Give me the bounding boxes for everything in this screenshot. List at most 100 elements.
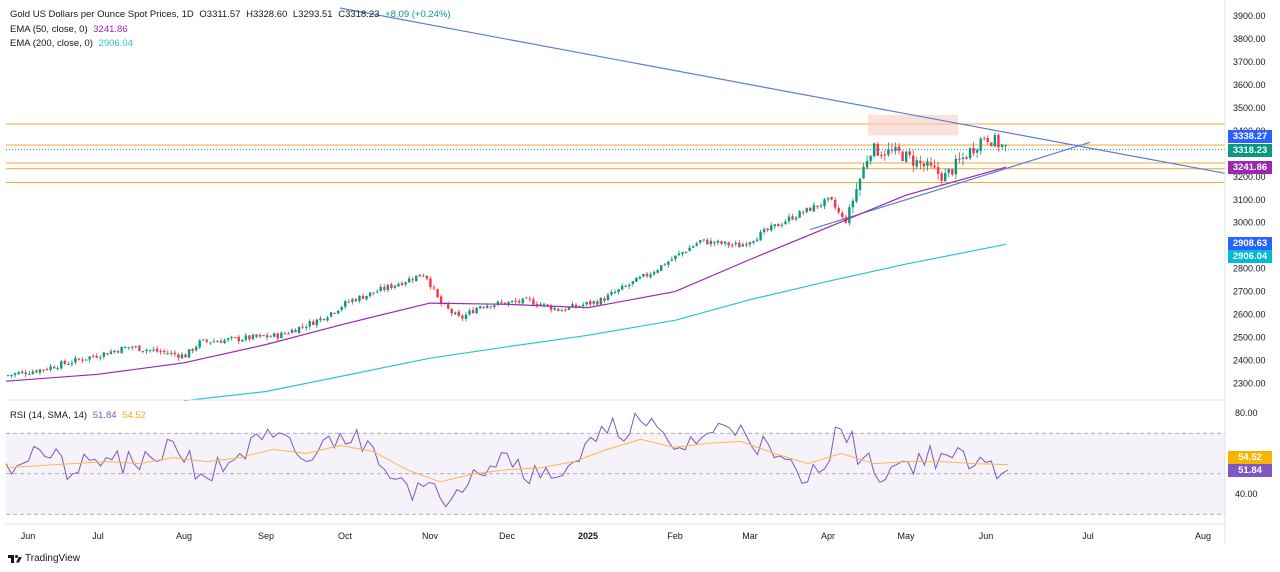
candle-body [194,346,198,351]
tradingview-brand[interactable]: TradingView [8,553,80,564]
candle-body [986,138,989,142]
candle-body [624,285,627,287]
candle-body [88,356,91,360]
candle-body [933,165,936,168]
candle-body [482,306,485,308]
price-tick-label: 3000.00 [1233,218,1266,228]
candle-body [787,216,791,222]
candle-body [887,149,890,156]
candle-body [297,326,301,333]
candle-body [897,146,901,151]
price-tick-label: 3600.00 [1233,80,1266,90]
candle-body [333,312,336,314]
candle-body [173,352,177,355]
candle-body [358,295,361,301]
candle-body [493,305,496,308]
candle-body [990,142,993,147]
candle-body [422,275,425,277]
change-value: +8.09 (+0.24%) [385,9,451,20]
candle-body [890,149,894,151]
candle-body [688,247,691,252]
candle-body [38,369,42,373]
candle-body [131,346,134,348]
candle-body [873,143,876,157]
candle-body [393,285,397,288]
candle-body [660,265,663,271]
candle-body [386,284,390,290]
candle-body [603,298,606,301]
rsi-tick-label: 40.00 [1235,489,1258,499]
candle-body [152,349,155,351]
candle-body [84,359,88,361]
price-tick-label: 2300.00 [1233,379,1266,389]
time-tick-label: Nov [422,531,439,541]
candle-body [141,350,145,352]
candle-body [294,329,297,333]
low-label: L [292,9,299,20]
candle-body [759,231,762,241]
candle-body [120,347,123,354]
candle-body [539,304,542,306]
candle-body [791,216,794,220]
candle-body [312,321,315,325]
candle-body [581,304,585,307]
rsi-sma-line [5,438,1009,483]
time-tick-label: Jun [979,531,994,541]
candle-body [983,137,986,139]
candle-body [52,366,56,369]
time-tick-label: Feb [667,531,683,541]
symbol-title: Gold US Dollars per Ounce Spot Prices, 1… [10,9,194,20]
candle-body [951,169,954,175]
candle-body [851,200,855,208]
price-tick-label: 3500.00 [1233,103,1266,113]
candle-body [166,352,169,354]
candle-body [407,278,411,283]
candle-body [794,217,798,220]
candle-body [230,336,233,338]
candle-body [63,360,66,364]
candle-body [198,340,201,348]
candle-body [17,372,20,375]
candle-body [961,157,965,159]
candle-body [6,375,10,377]
candle-body [702,239,705,241]
price-tick-label: 3100.00 [1233,195,1266,205]
candle-body [411,279,414,281]
ema200-badge: 2906.04 [1228,250,1272,263]
ema200-line [183,243,1007,402]
time-tick-label: Mar [742,531,758,541]
candle-body [127,347,130,349]
candle-body [507,301,510,305]
candle-body [28,373,31,375]
candle-body [993,134,997,147]
highlight-zone [868,114,958,136]
candle-body [656,270,659,273]
candle-body [972,147,975,154]
candle-body [620,285,624,290]
candle-body [113,350,116,353]
candle-body [755,239,759,242]
candle-body [596,301,599,305]
time-tick-label: Jul [92,531,104,541]
candle-body [429,278,432,288]
time-tick-label: Sep [258,531,274,541]
candle-body [649,274,652,278]
candle-body [592,301,595,304]
candle-body [180,354,184,359]
candle-body [351,299,354,302]
candle-body [876,143,879,156]
candle-body [560,310,563,312]
candle-body [205,339,208,342]
candle-body [926,161,929,167]
candle-body [155,348,159,352]
candle-body [684,251,688,253]
ema50-label: EMA (50, close, 0) [10,24,88,35]
candle-body [823,199,826,207]
candle-body [525,297,528,299]
low-value: 3293.51 [298,9,333,20]
candle-body [21,371,24,373]
candle-body [301,326,304,328]
time-tick-label: 2025 [578,531,598,541]
candle-body [862,166,865,179]
price-tick-label: 2700.00 [1233,287,1266,297]
